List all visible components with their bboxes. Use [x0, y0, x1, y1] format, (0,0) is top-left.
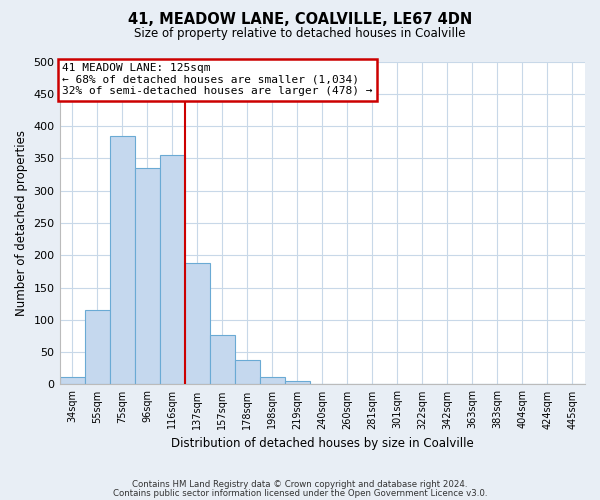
Bar: [134, 168, 160, 384]
Bar: [209, 336, 235, 384]
Bar: [160, 155, 185, 384]
Bar: [235, 360, 260, 384]
Bar: [260, 376, 285, 384]
Text: 41, MEADOW LANE, COALVILLE, LE67 4DN: 41, MEADOW LANE, COALVILLE, LE67 4DN: [128, 12, 472, 28]
Text: Contains HM Land Registry data © Crown copyright and database right 2024.: Contains HM Land Registry data © Crown c…: [132, 480, 468, 489]
Bar: [85, 310, 110, 384]
Text: 41 MEADOW LANE: 125sqm
← 68% of detached houses are smaller (1,034)
32% of semi-: 41 MEADOW LANE: 125sqm ← 68% of detached…: [62, 63, 373, 96]
Bar: [59, 376, 85, 384]
Bar: [185, 263, 209, 384]
Bar: [110, 136, 134, 384]
Text: Contains public sector information licensed under the Open Government Licence v3: Contains public sector information licen…: [113, 488, 487, 498]
Y-axis label: Number of detached properties: Number of detached properties: [15, 130, 28, 316]
X-axis label: Distribution of detached houses by size in Coalville: Distribution of detached houses by size …: [171, 437, 473, 450]
Bar: [285, 380, 310, 384]
Text: Size of property relative to detached houses in Coalville: Size of property relative to detached ho…: [134, 28, 466, 40]
